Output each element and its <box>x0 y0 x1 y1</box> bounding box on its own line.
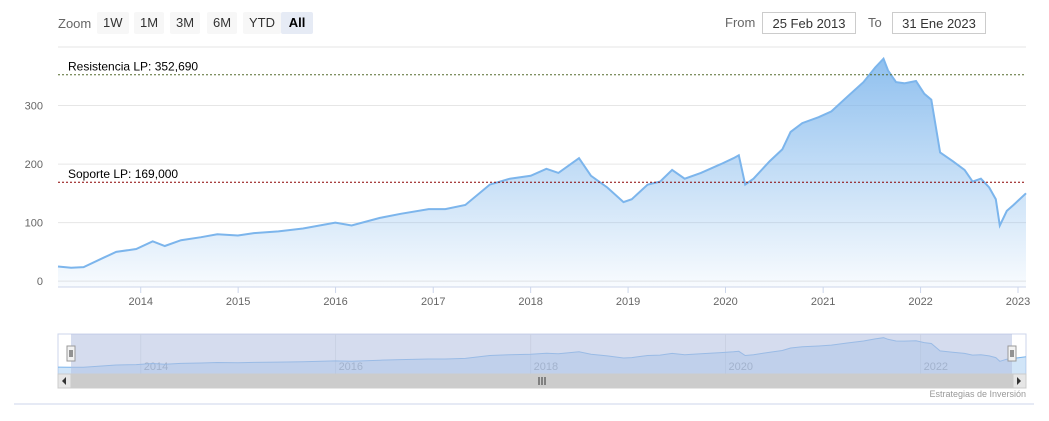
zoom-3m-button[interactable]: 3M <box>170 12 201 34</box>
y-axis: 0 100 200 300 <box>25 101 43 289</box>
x-tick-label: 2014 <box>128 296 152 308</box>
y-tick-label: 300 <box>25 101 43 113</box>
series-area <box>58 58 1026 288</box>
arrow-right-icon <box>1017 377 1021 385</box>
plot-lines: Resistencia LP: 352,690 Soporte LP: 169,0… <box>58 60 1026 183</box>
x-tick-label: 2017 <box>421 296 445 308</box>
navigator-right-handle[interactable] <box>1007 345 1017 362</box>
arrow-left-icon <box>62 377 66 385</box>
to-date-input[interactable] <box>892 12 986 34</box>
scrollbar[interactable] <box>57 373 1027 389</box>
navigator-mask[interactable] <box>71 334 1012 374</box>
zoom-label: Zoom <box>58 16 92 31</box>
from-date-input[interactable] <box>762 12 856 34</box>
zoom-all-button[interactable]: All <box>281 12 313 34</box>
from-label: From <box>725 15 756 30</box>
zoom-ytd-button[interactable]: YTD <box>243 12 281 34</box>
credits[interactable]: Estrategias de Inversión <box>929 389 1026 399</box>
zoom-1m-button[interactable]: 1M <box>134 12 165 34</box>
x-tick-label: 2021 <box>811 296 835 308</box>
x-tick-label: 2019 <box>616 296 640 308</box>
navigator-left-handle[interactable] <box>66 345 76 362</box>
x-tick-label: 2018 <box>518 296 542 308</box>
y-tick-label: 200 <box>25 159 43 171</box>
y-tick-label: 0 <box>37 276 43 288</box>
x-tick-label: 2016 <box>323 296 347 308</box>
x-tick-label: 2022 <box>908 296 932 308</box>
x-tick-label: 2015 <box>226 296 250 308</box>
x-tick-label: 2023 <box>1006 296 1030 308</box>
zoom-6m-button[interactable]: 6M <box>207 12 238 34</box>
navigator[interactable]: 20142016201820202022 <box>57 333 1027 375</box>
y-tick-label: 100 <box>25 218 43 230</box>
x-tick-label: 2020 <box>713 296 737 308</box>
scrollbar-grip-icon <box>538 377 546 385</box>
support-label: Soporte LP: 169,000 <box>68 167 178 181</box>
resistance-label: Resistencia LP: 352,690 <box>68 60 198 74</box>
range-selector: Zoom 1W 1M 3M 6M YTD All From To <box>0 0 1049 46</box>
series-line <box>57 56 1027 269</box>
zoom-1w-button[interactable]: 1W <box>97 12 129 34</box>
to-label: To <box>868 15 882 30</box>
x-axis: 2014 2015 2016 2017 2018 2019 2020 2021 2022 2023 <box>128 287 1030 308</box>
